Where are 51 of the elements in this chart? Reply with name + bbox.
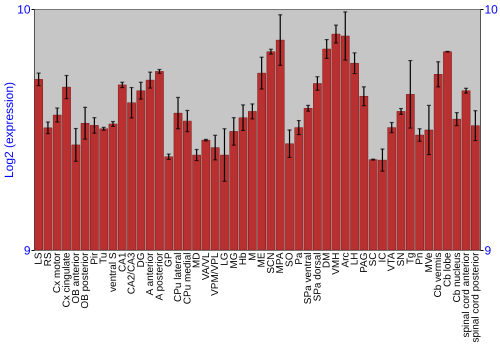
x-tick-label: MPA	[275, 252, 286, 274]
x-tick-label: CA1	[117, 252, 128, 272]
x-tick-label: OB anterior	[70, 252, 82, 304]
x-tick-label: CPu medial	[182, 252, 194, 304]
x-tick-label: VPM/VPL	[210, 252, 222, 296]
x-tick-label: Tg	[405, 252, 416, 264]
x-tick-label: MVe	[424, 252, 435, 273]
x-tick-label: LH	[350, 252, 361, 266]
x-tick-label: MD	[192, 252, 203, 268]
x-tick-label: Cb nucleus	[452, 252, 463, 303]
x-tick-label: LS	[34, 252, 45, 265]
x-tick-label: PAG	[358, 252, 370, 273]
x-tick-label: Tu	[98, 252, 110, 264]
y2-tick-label: 10	[484, 2, 498, 16]
x-tick-label: ME	[256, 252, 268, 268]
x-tick-label: LG	[219, 252, 230, 266]
x-tick-label: OB posterior	[80, 252, 92, 309]
x-tick-label: Cx motor	[52, 252, 64, 294]
x-tick-label: VA/VL	[200, 252, 212, 280]
x-tick-label: Cx cingulate	[62, 252, 73, 308]
x-tick-label: RS	[42, 252, 54, 266]
x-tick-label: spinal cord posterior	[470, 252, 482, 343]
x-tick-label: VMH	[330, 252, 342, 275]
x-tick-label: Pa	[294, 252, 305, 265]
x-tick-label: MG	[228, 252, 240, 269]
x-tick-label: A anterior	[145, 252, 156, 296]
x-tick-label: CA2/CA3	[126, 252, 138, 294]
x-tick-label: CPu lateral	[173, 252, 184, 302]
x-tick-label: DG	[136, 252, 147, 268]
x-tick-label: A posterior	[154, 252, 166, 300]
x-tick-label: M	[247, 252, 258, 261]
x-tick-label: SPa dorsal	[312, 252, 324, 302]
x-tick-label: Cb lobe	[442, 252, 454, 287]
x-tick-label: Arc	[340, 252, 352, 268]
x-tick-label: ventral S	[108, 252, 119, 292]
x-tick-label: SC	[368, 252, 380, 266]
x-tick-label: GP	[164, 252, 175, 267]
y-axis-title: Log2 (expression)	[2, 82, 16, 178]
x-tick-label: DM	[322, 252, 333, 268]
x-tick-label: IC	[377, 252, 388, 262]
x-tick-label: SPa ventral	[303, 252, 314, 304]
x-tick-label: Cb vermis	[433, 252, 444, 298]
x-tick-label: SCN	[266, 252, 277, 274]
x-tick-label: VTA	[386, 252, 398, 272]
x-tick-label: Hb	[238, 252, 250, 266]
x-tick-label: Pn	[414, 252, 426, 265]
x-tick-label: Pir	[89, 252, 100, 265]
y2-tick-label: 9	[484, 244, 492, 258]
x-tick-label: SO	[284, 252, 296, 267]
x-tick-label: SN	[396, 252, 408, 266]
x-tick-label: spinal cord anterior	[461, 252, 472, 338]
